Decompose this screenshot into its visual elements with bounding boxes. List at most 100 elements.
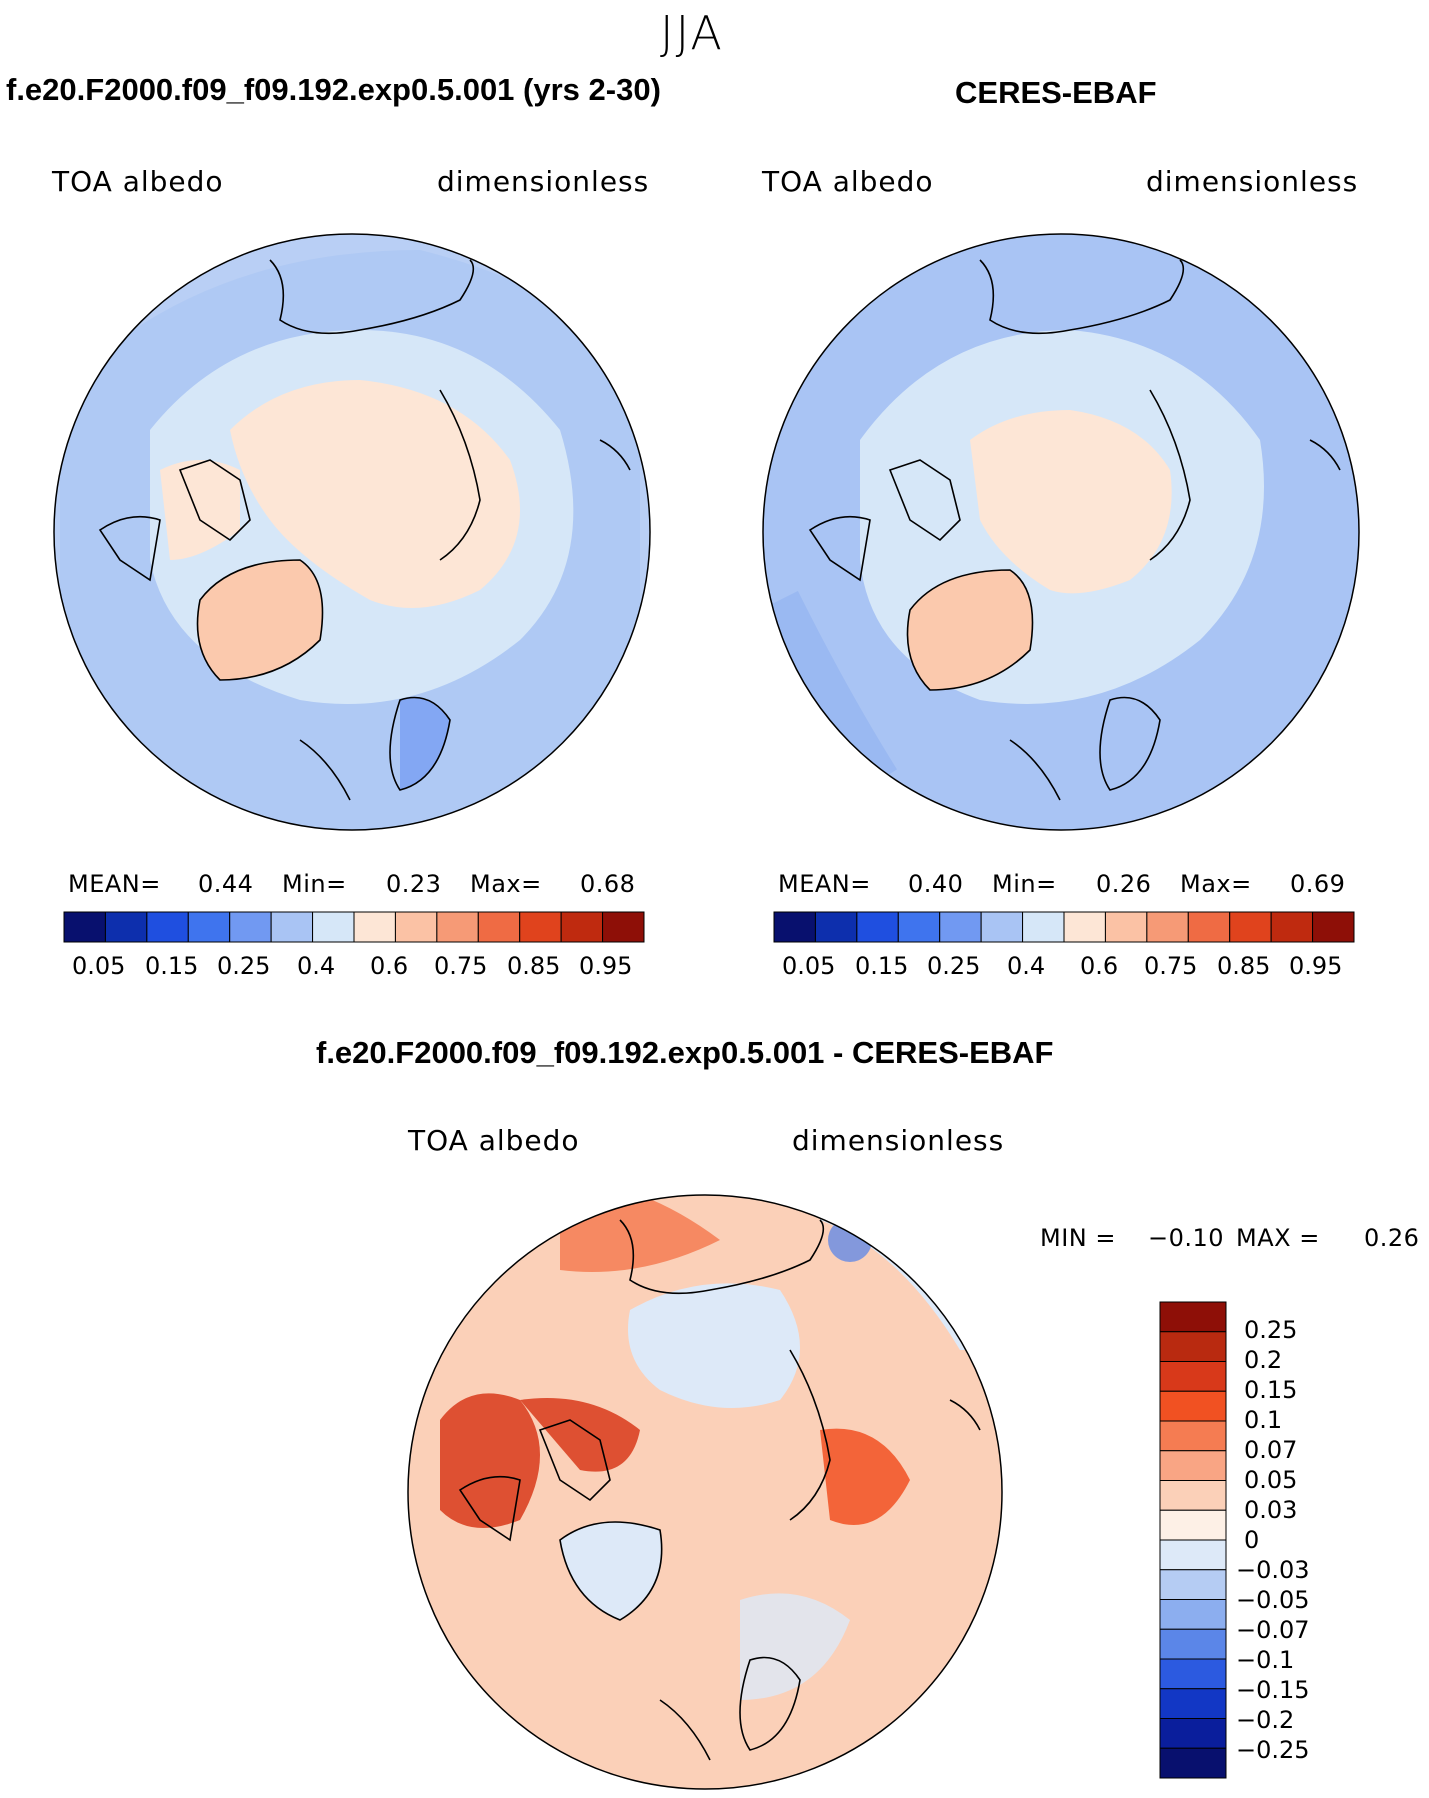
colorbar-box <box>1159 1361 1227 1392</box>
difference-colorbar-tick: 0 <box>1244 1526 1260 1554</box>
colorbar-box <box>1159 1718 1227 1749</box>
colorbar-box <box>1063 911 1106 943</box>
panel-1-colorbar-tick: 0.05 <box>72 952 126 980</box>
colorbar-box <box>353 911 396 943</box>
panel-2-units-label: dimensionless <box>1146 165 1359 198</box>
panel-2-colorbar <box>773 911 1355 943</box>
colorbar-box <box>1104 911 1148 943</box>
panel-2-title: CERES-EBAF <box>955 75 1157 110</box>
difference-colorbar-tick: −0.07 <box>1236 1616 1310 1644</box>
colorbar-box <box>229 911 272 943</box>
panel-1-units-label: dimensionless <box>437 165 650 198</box>
difference-max-label: MAX = <box>1236 1224 1320 1252</box>
difference-colorbar-tick: 0.1 <box>1244 1406 1283 1434</box>
colorbar-box <box>436 911 479 943</box>
colorbar-box <box>63 911 106 943</box>
difference-colorbar-tick: −0.03 <box>1236 1556 1310 1584</box>
panel-1-max-value: 0.68 <box>580 870 636 898</box>
panel-2-colorbar-tick: 0.85 <box>1217 952 1271 980</box>
panel-2-colorbar-tick: 0.75 <box>1144 952 1198 980</box>
colorbar-box <box>1159 1331 1227 1362</box>
panel-2-colorbar-tick: 0.15 <box>855 952 909 980</box>
colorbar-box <box>560 911 604 943</box>
difference-colorbar-tick: 0.25 <box>1244 1316 1298 1344</box>
colorbar-box <box>939 911 982 943</box>
colorbar-box <box>1159 1599 1227 1630</box>
colorbar-box <box>1159 1569 1227 1600</box>
panel-2-mean-label: MEAN= <box>778 870 871 898</box>
difference-colorbar-tick: −0.2 <box>1236 1706 1295 1734</box>
panel-2-colorbar-tick: 0.4 <box>1007 952 1046 980</box>
difference-variable-label: TOA albedo <box>408 1124 580 1157</box>
colorbar-box <box>104 911 148 943</box>
colorbar-box <box>477 911 521 943</box>
panel-1-colorbar-tick: 0.95 <box>579 952 633 980</box>
colorbar-box <box>1159 1688 1227 1719</box>
panel-1-title: f.e20.F2000.f09_f09.192.exp0.5.001 (yrs … <box>6 72 661 107</box>
difference-colorbar-tick: −0.1 <box>1236 1646 1295 1674</box>
season-title: JJA <box>660 6 724 60</box>
colorbar-box <box>1159 1390 1227 1422</box>
panel-1-colorbar <box>63 911 645 943</box>
colorbar-box <box>602 911 645 943</box>
panel-1-min-label: Min= <box>282 870 347 898</box>
panel-2-colorbar-tick: 0.6 <box>1080 952 1119 980</box>
colorbar-box <box>1229 911 1272 943</box>
colorbar-box <box>897 911 941 943</box>
panel-2-max-label: Max= <box>1180 870 1252 898</box>
colorbar-box <box>270 911 314 943</box>
panel-1-mean-value: 0.44 <box>198 870 254 898</box>
colorbar-box <box>1187 911 1231 943</box>
difference-colorbar <box>1159 1301 1227 1779</box>
difference-max-value: 0.26 <box>1364 1224 1420 1252</box>
panel-2-colorbar-tick: 0.05 <box>782 952 836 980</box>
difference-colorbar-tick: 0.03 <box>1244 1496 1298 1524</box>
colorbar-box <box>1159 1509 1227 1541</box>
panel-2-max-value: 0.69 <box>1290 870 1346 898</box>
colorbar-box <box>1159 1301 1227 1333</box>
difference-colorbar-tick: −0.15 <box>1236 1676 1310 1704</box>
colorbar-box <box>1022 911 1065 943</box>
panel-2-min-value: 0.26 <box>1096 870 1152 898</box>
difference-min-value: −0.10 <box>1148 1224 1225 1252</box>
panel-1-variable-label: TOA albedo <box>52 165 224 198</box>
panel-2-colorbar-tick: 0.25 <box>927 952 981 980</box>
difference-units-label: dimensionless <box>792 1124 1005 1157</box>
panel-2-colorbar-tick: 0.95 <box>1289 952 1343 980</box>
panel-1-colorbar-tick: 0.15 <box>145 952 199 980</box>
panel-1-min-value: 0.23 <box>386 870 442 898</box>
panel-2-variable-label: TOA albedo <box>762 165 934 198</box>
colorbar-box <box>1159 1480 1227 1511</box>
colorbar-box <box>1159 1539 1227 1571</box>
difference-colorbar-tick: −0.25 <box>1236 1736 1310 1764</box>
difference-title: f.e20.F2000.f09_f09.192.exp0.5.001 - CER… <box>316 1035 1054 1070</box>
difference-colorbar-tick: 0.2 <box>1244 1346 1283 1374</box>
colorbar-box <box>1312 911 1355 943</box>
panel-2-mean-value: 0.40 <box>908 870 964 898</box>
panel-1-mean-label: MEAN= <box>68 870 161 898</box>
panel-1-colorbar-tick: 0.75 <box>434 952 488 980</box>
colorbar-box <box>1159 1450 1227 1481</box>
difference-colorbar-tick: 0.07 <box>1244 1436 1298 1464</box>
difference-colorbar-tick: 0.05 <box>1244 1466 1298 1494</box>
colorbar-box <box>980 911 1024 943</box>
colorbar-box <box>1159 1658 1227 1690</box>
colorbar-box <box>856 911 899 943</box>
panel-1-colorbar-tick: 0.85 <box>507 952 561 980</box>
difference-min-label: MIN = <box>1040 1224 1116 1252</box>
difference-colorbar-tick: 0.15 <box>1244 1376 1298 1404</box>
colorbar-box <box>312 911 355 943</box>
colorbar-box <box>187 911 231 943</box>
colorbar-box <box>1270 911 1314 943</box>
panel-1-colorbar-tick: 0.25 <box>217 952 271 980</box>
panel-1-max-label: Max= <box>470 870 542 898</box>
panel-1-colorbar-tick: 0.4 <box>297 952 336 980</box>
panel-2-min-label: Min= <box>992 870 1057 898</box>
colorbar-box <box>1159 1628 1227 1660</box>
colorbar-box <box>1159 1420 1227 1452</box>
colorbar-box <box>1159 1747 1227 1779</box>
difference-colorbar-tick: −0.05 <box>1236 1586 1310 1614</box>
